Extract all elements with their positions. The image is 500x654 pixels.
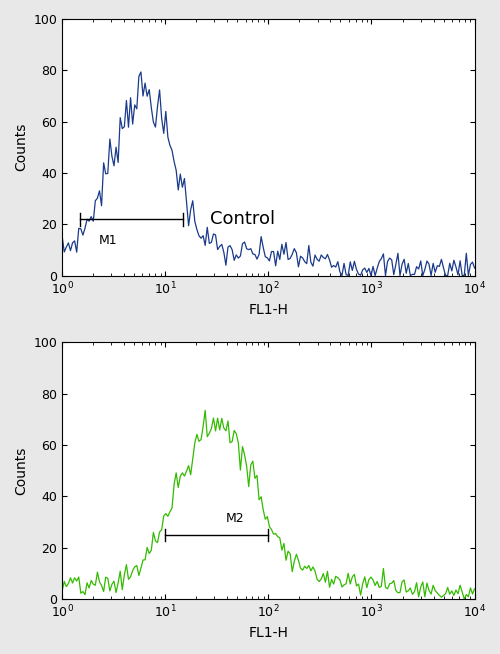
X-axis label: FL1-H: FL1-H: [248, 626, 288, 640]
Text: M2: M2: [226, 511, 244, 525]
Y-axis label: Counts: Counts: [14, 123, 28, 171]
Text: Control: Control: [210, 210, 275, 228]
Y-axis label: Counts: Counts: [14, 447, 28, 495]
Text: M1: M1: [98, 235, 117, 247]
X-axis label: FL1-H: FL1-H: [248, 303, 288, 317]
